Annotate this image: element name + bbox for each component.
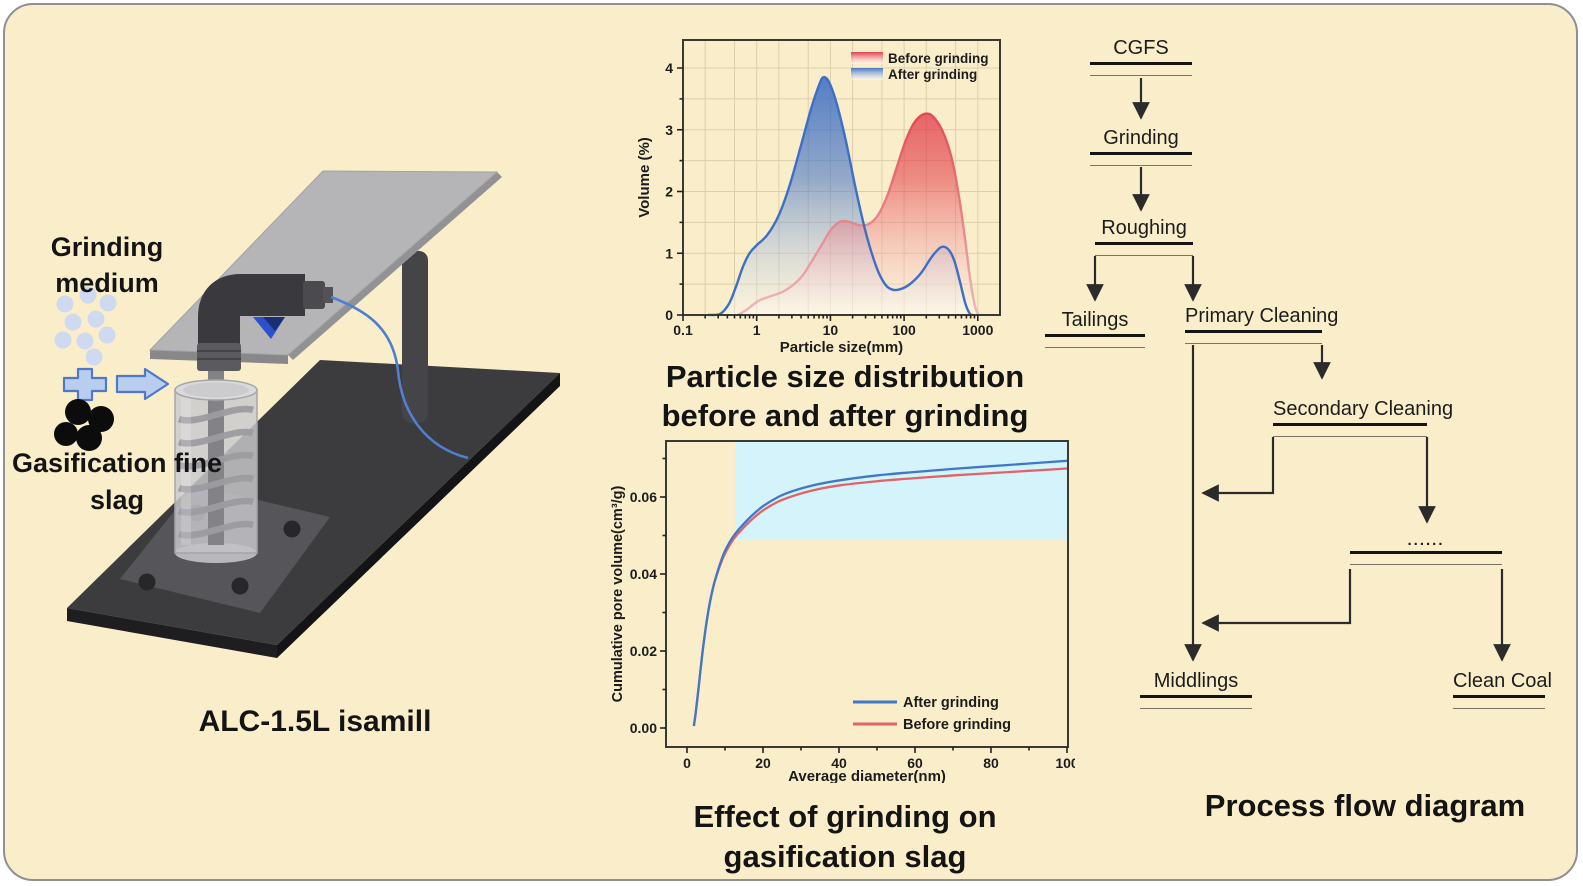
svg-text:4: 4 [665,60,673,76]
svg-text:60: 60 [907,755,923,771]
flow-node-ellipsis-stages: ...... [1350,533,1502,565]
flow-node-grinding: Grinding [1090,126,1192,166]
pore-volume-chart: 0.00 0.02 0.04 0.06 0 20 40 60 80 100 Average diam… [610,440,1075,783]
flow-diagram-title: Process flow diagram [1204,788,1526,823]
psd-caption-line1: Particle size distribution [665,359,1025,394]
svg-text:0.04: 0.04 [630,566,657,582]
isamill-stand-post [402,251,428,423]
svg-text:0.1: 0.1 [673,322,693,338]
power-cable [330,295,469,460]
process-flow-diagram: CGFS Grinding Roughing Tailings Primary … [1035,20,1576,725]
svg-text:100: 100 [1055,755,1075,771]
flow-arrow-icon [115,367,170,401]
flow-node-roughing: Roughing [1095,216,1193,256]
grinding-medium-dots-icon [54,286,117,366]
flow-node-cgfs: CGFS [1090,36,1192,76]
pore-caption: Effect of grinding on gasification slag [615,797,1075,877]
grinding-chamber-cylinder [174,370,258,563]
figure-card: Grinding medium Gasification fine slag A… [3,3,1578,881]
particle-size-distribution-chart: 0 1 2 3 4 0.1 1 10 100 1000 Particle size(mm) Volum… [636,39,1001,356]
isamill-illustration [54,170,560,658]
svg-text:0: 0 [665,307,673,323]
svg-text:Particle size(mm): Particle size(mm) [780,339,903,356]
svg-text:After grinding: After grinding [888,67,977,82]
flow-node-primary-cleaning: Primary Cleaning [1185,304,1338,344]
flow-node-middlings: Middlings [1140,669,1252,709]
svg-text:1: 1 [753,322,761,338]
auger-screw [177,370,255,545]
highlight-region [734,441,1068,540]
svg-text:1000: 1000 [962,322,993,338]
svg-text:3: 3 [665,122,673,138]
psd-caption-line2: before and after grinding [661,398,1029,433]
flow-node-clean-coal: Clean Coal [1453,669,1552,709]
plus-icon [62,367,108,402]
flow-node-tailings: Tailings [1045,308,1145,348]
arrow-stages-recycle [1201,569,1352,632]
svg-text:Volume (%): Volume (%) [636,137,653,218]
svg-text:80: 80 [983,755,999,771]
svg-text:10: 10 [823,322,839,338]
svg-text:20: 20 [755,755,771,771]
svg-text:0.06: 0.06 [630,489,657,505]
pore-caption-line2: gasification slag [723,839,967,874]
grinding-medium-label: Grinding medium [50,232,164,298]
flow-node-secondary-cleaning: Secondary Cleaning [1273,397,1453,437]
isamill-model-label: ALC-1.5L isamill [198,705,432,738]
svg-text:Before grinding: Before grinding [903,717,1011,733]
arrow-secondary-recycle [1201,437,1275,502]
svg-text:40: 40 [831,755,847,771]
svg-text:After grinding: After grinding [903,695,999,711]
svg-text:0.02: 0.02 [630,643,657,659]
svg-text:0.00: 0.00 [630,720,657,736]
svg-text:1: 1 [665,245,673,261]
flow-arrows [1086,78,1511,662]
svg-text:Average diameter(nm): Average diameter(nm) [788,768,946,783]
motor-assembly [197,274,333,371]
svg-text:0: 0 [683,755,691,771]
gasification-fine-slag-label: Gasification fine slag [11,448,223,515]
svg-text:2: 2 [665,184,673,200]
psd-caption: Particle size distribution before and af… [615,357,1075,435]
svg-text:100: 100 [892,322,916,338]
svg-text:Cumulative pore volume(cm³/g): Cumulative pore volume(cm³/g) [610,485,626,702]
svg-text:Before grinding: Before grinding [888,51,989,66]
pore-caption-line1: Effect of grinding on [693,799,997,834]
slag-particles-icon [54,399,114,451]
